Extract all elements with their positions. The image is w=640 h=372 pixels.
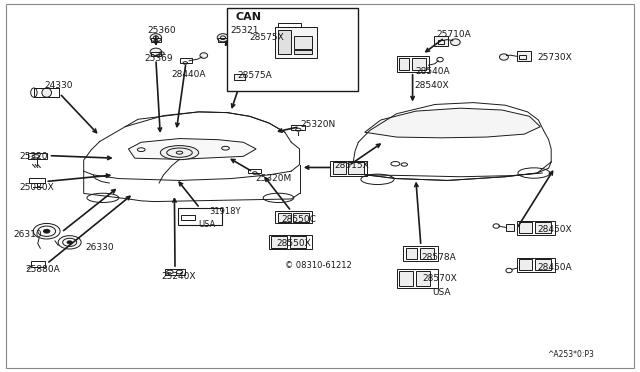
- Bar: [234, 74, 245, 80]
- Text: 28450A: 28450A: [537, 263, 572, 272]
- Bar: [519, 259, 532, 270]
- Ellipse shape: [44, 230, 50, 233]
- Bar: [534, 222, 550, 234]
- Text: 25320: 25320: [20, 152, 49, 161]
- Bar: [506, 224, 514, 231]
- Text: 25730X: 25730X: [537, 52, 572, 61]
- Ellipse shape: [58, 235, 81, 249]
- Bar: [348, 162, 364, 174]
- Text: USA: USA: [432, 288, 451, 297]
- Bar: [34, 88, 60, 97]
- Text: 25080X: 25080X: [20, 183, 54, 192]
- Ellipse shape: [451, 39, 460, 45]
- Bar: [397, 56, 429, 72]
- Bar: [290, 236, 306, 247]
- Text: 25321: 25321: [230, 26, 259, 35]
- Bar: [227, 8, 358, 92]
- Bar: [218, 38, 228, 42]
- Bar: [278, 31, 291, 54]
- Bar: [434, 36, 448, 46]
- Bar: [275, 211, 312, 223]
- Bar: [516, 51, 531, 61]
- Text: 28540A: 28540A: [416, 67, 451, 76]
- Text: 25880A: 25880A: [25, 265, 60, 274]
- Text: CAN: CAN: [235, 12, 261, 22]
- Text: 25369: 25369: [145, 54, 173, 62]
- Text: 26310: 26310: [13, 230, 42, 239]
- Bar: [294, 50, 312, 54]
- Bar: [519, 55, 525, 59]
- Bar: [333, 162, 346, 174]
- Bar: [31, 261, 45, 267]
- Ellipse shape: [33, 224, 60, 239]
- Text: 25240X: 25240X: [162, 272, 196, 281]
- Polygon shape: [129, 138, 256, 159]
- Bar: [166, 269, 184, 275]
- Bar: [397, 269, 438, 288]
- Bar: [438, 40, 444, 44]
- Bar: [278, 213, 291, 222]
- Bar: [420, 247, 434, 259]
- Text: 24330: 24330: [44, 81, 72, 90]
- Ellipse shape: [42, 88, 51, 97]
- Bar: [180, 215, 195, 220]
- Ellipse shape: [67, 241, 72, 244]
- Ellipse shape: [499, 54, 508, 60]
- Bar: [330, 161, 367, 176]
- Bar: [416, 271, 430, 286]
- Text: USA: USA: [198, 221, 216, 230]
- Bar: [519, 222, 532, 234]
- Bar: [275, 27, 317, 58]
- Bar: [403, 246, 438, 261]
- Bar: [28, 153, 47, 159]
- Text: 28578A: 28578A: [421, 253, 456, 262]
- Text: 28515X: 28515X: [334, 161, 369, 170]
- Bar: [248, 169, 261, 173]
- Ellipse shape: [150, 34, 162, 42]
- Bar: [399, 58, 410, 70]
- Bar: [151, 52, 161, 56]
- Text: 25360: 25360: [148, 26, 176, 35]
- Bar: [294, 36, 312, 49]
- Text: 28440A: 28440A: [172, 70, 206, 79]
- Text: 26330: 26330: [85, 243, 114, 251]
- Ellipse shape: [183, 216, 188, 219]
- Bar: [178, 208, 221, 225]
- Bar: [516, 258, 555, 272]
- Polygon shape: [365, 108, 540, 138]
- Bar: [278, 23, 301, 27]
- Text: 28550C: 28550C: [282, 215, 317, 224]
- Bar: [29, 178, 45, 183]
- Bar: [179, 58, 192, 63]
- Text: ^A253*0:P3: ^A253*0:P3: [547, 350, 593, 359]
- Bar: [406, 247, 417, 259]
- Ellipse shape: [200, 53, 207, 58]
- Ellipse shape: [150, 48, 162, 55]
- Bar: [399, 271, 413, 286]
- Bar: [534, 259, 550, 270]
- Text: © 08310-61212: © 08310-61212: [285, 261, 351, 270]
- Bar: [516, 221, 555, 235]
- Text: 28550X: 28550X: [276, 239, 311, 248]
- Bar: [269, 235, 312, 249]
- Bar: [293, 213, 309, 222]
- Text: 28575A: 28575A: [237, 71, 272, 80]
- Bar: [271, 236, 287, 247]
- Text: 28540X: 28540X: [415, 81, 449, 90]
- Ellipse shape: [161, 145, 198, 160]
- Text: 28450X: 28450X: [537, 225, 572, 234]
- Text: 25320N: 25320N: [301, 121, 336, 129]
- Text: 28570X: 28570X: [422, 274, 457, 283]
- Text: 28575X: 28575X: [250, 32, 285, 42]
- Text: 31918Y: 31918Y: [209, 208, 241, 217]
- Bar: [291, 125, 305, 130]
- Text: 25710A: 25710A: [436, 29, 471, 39]
- Ellipse shape: [217, 34, 228, 42]
- Text: 25320M: 25320M: [255, 174, 291, 183]
- Bar: [151, 38, 161, 42]
- Bar: [412, 58, 426, 70]
